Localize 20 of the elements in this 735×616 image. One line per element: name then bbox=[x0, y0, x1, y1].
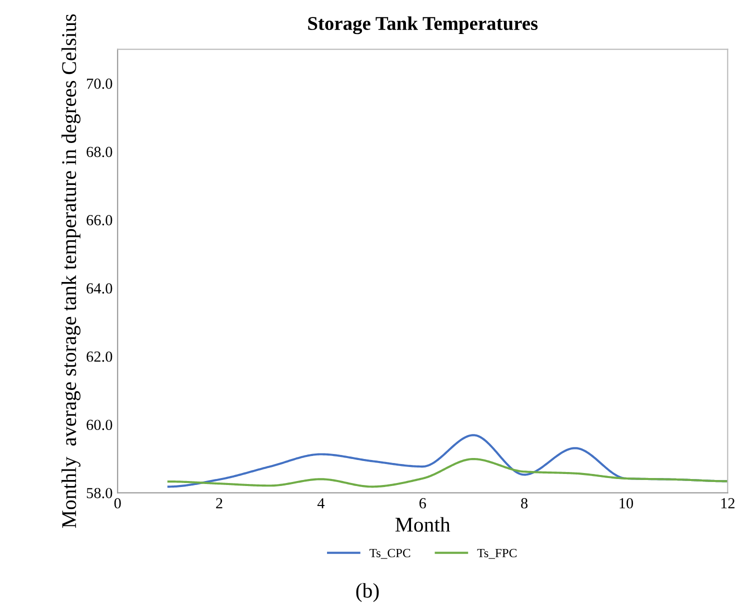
y-tick-label: 64.0 bbox=[86, 283, 112, 294]
y-tick-label: 68.0 bbox=[86, 146, 112, 158]
legend-label: Ts_CPC bbox=[370, 548, 410, 559]
y-tick-label: 58.0 bbox=[86, 488, 112, 498]
x-axis-title: Month bbox=[395, 517, 450, 532]
x-tick-label: 6 bbox=[419, 498, 426, 508]
x-tick-label: 0 bbox=[114, 498, 121, 508]
chart-title: Storage Tank Temperatures bbox=[308, 16, 538, 34]
legend-label: Ts_FPC bbox=[477, 548, 516, 559]
y-axis-title: Monthly average storage tank temperature in degrees Celsius bbox=[61, 14, 80, 528]
x-tick-label: 10 bbox=[620, 498, 634, 508]
y-tick-label: 70.0 bbox=[87, 78, 112, 89]
x-tick-label: 12 bbox=[721, 498, 734, 508]
x-tick-label: 8 bbox=[521, 498, 528, 508]
x-tick-label: 4 bbox=[317, 498, 325, 508]
y-tick-label: 60.0 bbox=[86, 420, 112, 430]
y-tick-label: 62.0 bbox=[86, 351, 112, 362]
text: (b) bbox=[356, 583, 379, 602]
y-tick-label: 66.0 bbox=[86, 215, 112, 226]
x-tick-label: 2 bbox=[216, 498, 222, 508]
